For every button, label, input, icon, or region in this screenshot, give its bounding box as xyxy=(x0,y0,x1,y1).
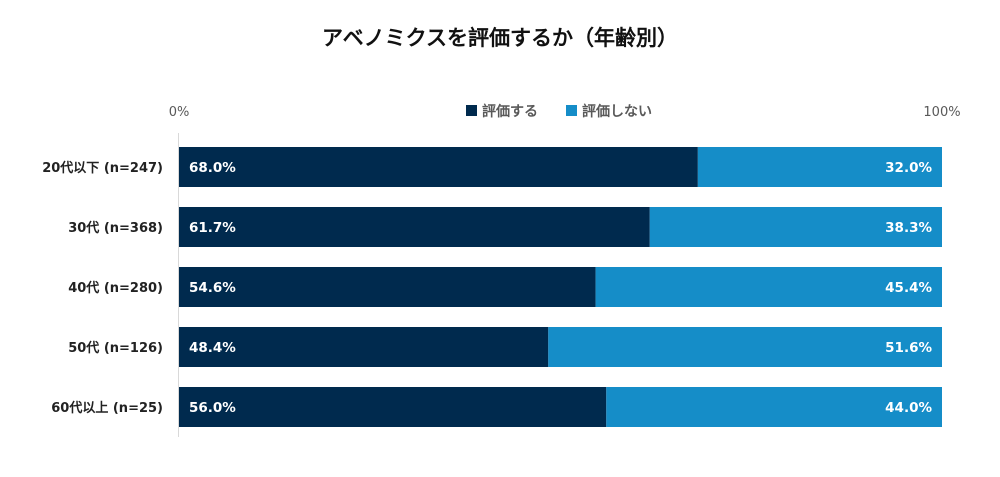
bar-segment xyxy=(179,327,549,367)
category-label: 50代 (n=126) xyxy=(68,340,163,356)
data-label: 44.0% xyxy=(885,400,932,416)
data-label: 45.4% xyxy=(885,280,932,296)
data-label: 54.6% xyxy=(189,280,236,296)
chart-title: アベノミクスを評価するか（年齢別） xyxy=(322,26,678,50)
legend-label: 評価する xyxy=(482,103,538,120)
data-label: 48.4% xyxy=(189,340,236,356)
category-label: 40代 (n=280) xyxy=(68,280,163,296)
data-label: 56.0% xyxy=(189,400,236,416)
bar-segment xyxy=(179,207,650,247)
category-label: 30代 (n=368) xyxy=(68,220,163,236)
legend-label: 評価しない xyxy=(582,103,652,120)
bar-segment xyxy=(595,267,942,307)
bar-segment xyxy=(548,327,942,367)
legend-swatch xyxy=(566,105,577,116)
bar-segment xyxy=(606,387,942,427)
data-label: 61.7% xyxy=(189,220,236,236)
data-label: 38.3% xyxy=(885,220,932,236)
bar-segment xyxy=(649,207,942,247)
bar-segment xyxy=(179,267,596,307)
category-label: 60代以上 (n=25) xyxy=(51,400,163,416)
bar-segment xyxy=(179,387,607,427)
data-label: 32.0% xyxy=(885,160,932,176)
category-label: 20代以下 (n=247) xyxy=(42,160,163,176)
data-label: 51.6% xyxy=(885,340,932,356)
bar-segment xyxy=(179,147,698,187)
bar-segment xyxy=(697,147,942,187)
legend-swatch xyxy=(466,105,477,116)
data-label: 68.0% xyxy=(189,160,236,176)
x-tick-label: 100% xyxy=(923,105,960,120)
x-tick-label: 0% xyxy=(169,105,190,120)
